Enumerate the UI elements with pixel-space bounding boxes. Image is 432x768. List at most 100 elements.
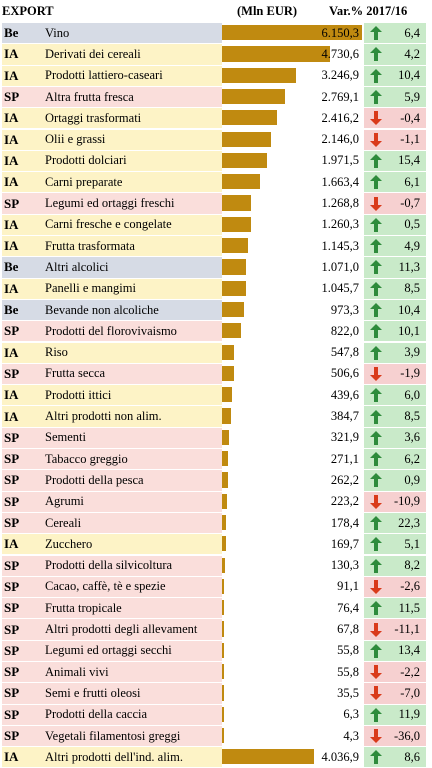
arrow-down-icon: [370, 665, 382, 680]
product-name: Altri alcolici: [41, 257, 222, 279]
value-cell: 1.071,0: [222, 257, 362, 279]
category-code: IA: [2, 44, 41, 66]
table-row: IA Carni preparate 1.663,4 6,1: [2, 172, 426, 194]
export-value-label: 4.730,6: [321, 46, 360, 61]
change-cell: -0,4: [364, 108, 426, 130]
table-row: SP Prodotti della caccia 6,3 11,9: [2, 704, 426, 726]
category-code: SP: [2, 363, 41, 386]
export-value-label: 822,0: [330, 323, 359, 338]
change-cell: -0,7: [364, 193, 426, 215]
header-change: Var.% 2017/16: [329, 4, 408, 18]
table-row: IA Olii e grassi 2.146,0 -1,1: [2, 129, 426, 151]
change-value: 5,1: [404, 536, 420, 551]
export-value-label: 130,3: [330, 558, 359, 573]
value-cell: 3.246,9: [222, 65, 362, 87]
value-cell: 223,2: [222, 491, 362, 513]
arrow-up-icon: [370, 281, 382, 296]
arrow-up-icon: [370, 324, 382, 339]
category-code: SP: [2, 512, 41, 535]
arrow-down-icon: [370, 686, 382, 701]
export-value-bar: [222, 493, 228, 509]
export-value-label: 76,4: [337, 600, 359, 615]
value-cell: 76,4: [222, 598, 362, 620]
product-name: Animali vivi: [41, 662, 222, 684]
category-code: IA: [2, 65, 41, 87]
arrow-up-icon: [370, 452, 382, 467]
export-value-bar: [222, 408, 231, 424]
change-cell: -1,9: [364, 363, 426, 386]
change-cell: 22,3: [364, 512, 426, 535]
category-code: SP: [2, 449, 41, 471]
product-name: Zucchero: [41, 534, 222, 556]
change-value: 3,9: [404, 345, 420, 360]
change-value: 8,5: [404, 281, 420, 296]
product-name: Derivati dei cereali: [41, 44, 222, 66]
category-code: IA: [2, 342, 41, 364]
arrow-up-icon: [370, 90, 382, 105]
export-value-label: 973,3: [330, 302, 359, 317]
value-cell: 169,7: [222, 534, 362, 556]
export-value-label: 2.416,2: [321, 110, 360, 125]
export-value-label: 2.146,0: [321, 132, 360, 147]
table-row: IA Altri prodotti dell'ind. alim. 4.036,9 8…: [2, 747, 426, 768]
change-value: 6,0: [404, 387, 420, 402]
value-cell: 1.045,7: [222, 278, 362, 300]
export-value-label: 1.971,5: [321, 153, 360, 168]
category-code: IA: [2, 534, 41, 556]
header-unit: (Mln EUR): [237, 4, 298, 18]
table-row: IA Panelli e mangimi 1.045,7 8,5: [2, 278, 426, 300]
value-cell: 321,9: [222, 427, 362, 449]
category-code: SP: [2, 704, 41, 726]
value-cell: 6,3: [222, 704, 362, 726]
change-cell: 3,9: [364, 342, 426, 364]
value-cell: 973,3: [222, 299, 362, 322]
export-value-bar: [222, 174, 260, 190]
category-code: SP: [2, 470, 41, 492]
change-value: 11,5: [398, 600, 420, 615]
export-value-label: 384,7: [330, 409, 359, 424]
value-cell: 2.769,1: [222, 86, 362, 109]
change-cell: 13,4: [364, 640, 426, 662]
change-value: 0,5: [404, 217, 420, 232]
value-cell: 439,6: [222, 385, 362, 407]
change-value: 6,2: [404, 451, 420, 466]
arrow-up-icon: [370, 260, 382, 275]
value-cell: 262,2: [222, 470, 362, 492]
category-code: IA: [2, 214, 41, 236]
table-row: IA Ortaggi trasformati 2.416,2 -0,4: [2, 108, 426, 130]
change-cell: 15,4: [364, 150, 426, 173]
product-name: Ortaggi trasformati: [41, 108, 222, 130]
arrow-up-icon: [370, 516, 382, 531]
category-code: IA: [2, 172, 41, 194]
table-row: IA Frutta trasformata 1.145,3 4,9: [2, 236, 426, 258]
export-value-bar: [222, 642, 224, 658]
table-row: SP Frutta secca 506,6 -1,9: [2, 363, 426, 386]
export-value-bar: [222, 110, 277, 126]
export-value-bar: [222, 514, 227, 531]
arrow-up-icon: [370, 430, 382, 445]
product-name: Prodotti lattiero-caseari: [41, 65, 222, 87]
export-value-bar: [222, 429, 230, 445]
change-value: 5,9: [404, 89, 420, 104]
category-code: IA: [2, 150, 41, 173]
change-value: 11,3: [398, 259, 420, 274]
arrow-up-icon: [370, 68, 382, 83]
change-cell: -2,6: [364, 576, 426, 599]
table-row: SP Agrumi 223,2 -10,9: [2, 491, 426, 513]
category-code: SP: [2, 491, 41, 513]
category-code: SP: [2, 598, 41, 620]
product-name: Altri prodotti dell'ind. alim.: [41, 747, 222, 768]
export-value-bar: [222, 25, 362, 41]
export-value-label: 91,1: [337, 579, 359, 594]
export-value-bar: [222, 323, 241, 339]
export-value-label: 169,7: [330, 536, 359, 551]
export-value-label: 6,3: [343, 707, 359, 722]
arrow-down-icon: [370, 622, 382, 637]
export-value-bar: [222, 536, 226, 552]
category-code: SP: [2, 555, 41, 577]
change-cell: 0,5: [364, 214, 426, 236]
product-name: Altri prodotti degli allevament: [41, 619, 222, 641]
category-code: SP: [2, 662, 41, 684]
export-value-bar: [222, 600, 224, 616]
export-value-bar: [222, 685, 224, 701]
